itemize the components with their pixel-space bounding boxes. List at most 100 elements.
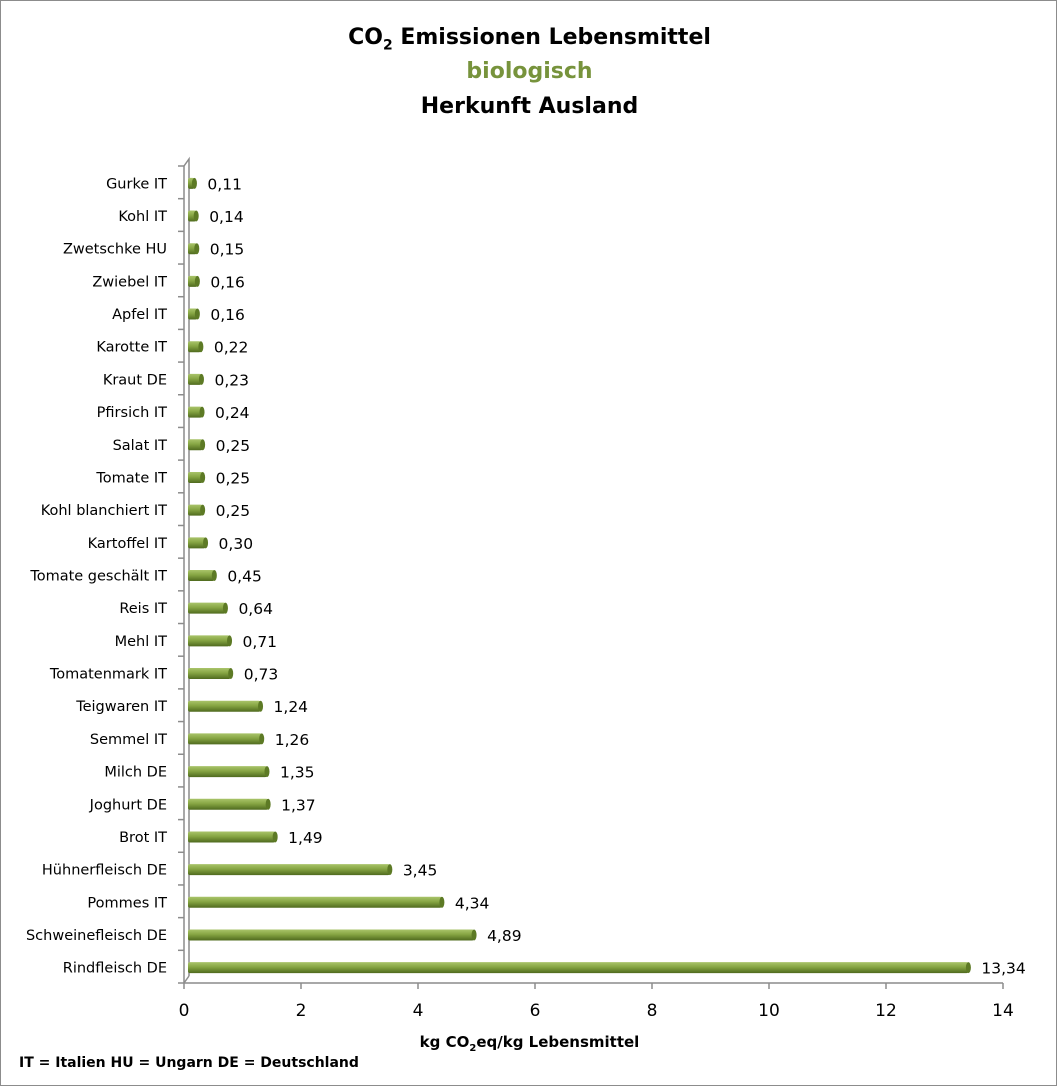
category-label: Hühnerfleisch DE: [42, 863, 167, 879]
data-label: 13,34: [981, 960, 1025, 978]
subscript: 2: [382, 37, 393, 54]
bar: [188, 504, 203, 516]
data-label: 0,25: [216, 469, 251, 487]
bar: [188, 700, 261, 712]
category-label: Rindfleisch DE: [63, 961, 167, 977]
bar-end: [965, 962, 971, 974]
category-label: Tomate IT: [95, 470, 167, 486]
bar-end: [193, 210, 199, 222]
category-label: Semmel IT: [90, 732, 167, 748]
bar-end: [198, 373, 204, 385]
bar-end: [199, 406, 205, 418]
bar: [188, 831, 276, 843]
x-tick-label: 4: [413, 1001, 424, 1021]
bar: [188, 243, 197, 255]
bar: [188, 962, 969, 974]
bar: [188, 471, 203, 483]
bar-end: [200, 504, 206, 516]
bar: [188, 341, 201, 353]
x-axis-floor: [183, 975, 190, 984]
x-tick-label: 0: [179, 1001, 190, 1021]
data-label: 0,25: [216, 437, 251, 455]
bar-end: [211, 570, 217, 581]
bar-end: [227, 635, 233, 647]
category-label: Kraut DE: [103, 372, 167, 388]
bar-end: [200, 439, 206, 451]
data-label: 0,23: [214, 371, 249, 389]
bar: [188, 766, 267, 778]
bar: [188, 373, 202, 385]
bar: [188, 406, 203, 418]
data-label: 1,49: [288, 829, 323, 847]
x-tick-label: 2: [296, 1001, 307, 1021]
data-label: 1,35: [280, 764, 315, 782]
category-label: Kartoffel IT: [88, 536, 167, 552]
bar-end: [387, 864, 393, 876]
category-label: Gurke IT: [106, 176, 167, 192]
bar: [188, 439, 203, 451]
bar: [188, 537, 206, 549]
category-label: Joghurt DE: [89, 797, 167, 813]
data-label: 1,37: [281, 796, 316, 814]
category-label: Pommes IT: [87, 895, 167, 911]
bar: [188, 308, 198, 320]
category-label: Brot IT: [119, 830, 167, 846]
bar: [188, 798, 269, 810]
bar-end: [471, 929, 477, 941]
bar-end: [191, 177, 197, 189]
x-axis-label: kg CO2eq/kg Lebensmittel: [419, 1033, 640, 1054]
data-label: 0,22: [214, 339, 249, 357]
x-tick-label: 10: [758, 1001, 780, 1021]
data-label: 4,34: [455, 894, 490, 912]
category-label: Apfel IT: [112, 307, 167, 323]
data-label: 1,24: [274, 698, 309, 716]
x-tick-label: 14: [992, 1001, 1014, 1021]
data-label: 4,89: [487, 927, 522, 945]
subscript: 2: [469, 1043, 477, 1054]
category-label: Salat IT: [113, 438, 168, 454]
category-label: Kohl blanchiert IT: [41, 503, 167, 519]
bar: [188, 635, 230, 647]
data-label: 0,16: [210, 306, 245, 324]
bar: [188, 896, 442, 908]
bar: [188, 733, 262, 745]
bar: [188, 864, 390, 876]
data-label: 0,15: [210, 241, 245, 259]
bar-end: [439, 896, 445, 908]
bar-end: [264, 766, 270, 778]
category-label: Zwiebel IT: [92, 274, 167, 290]
bar-end: [228, 668, 234, 680]
bar: [188, 668, 231, 680]
bar: [188, 602, 226, 614]
category-label: Schweinefleisch DE: [26, 928, 167, 944]
x-tick-label: 6: [530, 1001, 541, 1021]
bar-end: [194, 243, 200, 255]
data-label: 0,24: [215, 404, 250, 422]
category-label: Tomate geschält IT: [29, 569, 167, 585]
category-label: Kohl IT: [118, 209, 167, 225]
category-label: Milch DE: [104, 765, 167, 781]
chart-subtitle: biologisch: [466, 59, 593, 84]
category-label: Teigwaren IT: [75, 699, 167, 715]
bar-end: [194, 275, 200, 287]
category-label: Karotte IT: [96, 340, 167, 356]
category-label: Zwetschke HU: [63, 242, 167, 258]
category-label: Mehl IT: [115, 634, 168, 650]
bar: [188, 929, 475, 941]
bar-end: [198, 341, 204, 353]
bar-end: [272, 831, 278, 843]
data-label: 0,11: [207, 175, 242, 193]
bar-end: [222, 602, 228, 614]
data-label: 0,25: [216, 502, 251, 520]
data-label: 0,73: [244, 666, 279, 684]
category-label: Reis IT: [119, 601, 167, 617]
footnote: IT = Italien HU = Ungarn DE = Deutschlan…: [19, 1055, 359, 1071]
chart-subtitle-origin: Herkunft Ausland: [420, 94, 639, 119]
bar-end: [200, 471, 206, 483]
data-label: 0,16: [210, 273, 245, 291]
category-label: Pfirsich IT: [97, 405, 167, 421]
bar: [188, 570, 215, 581]
bar-end: [265, 798, 271, 810]
